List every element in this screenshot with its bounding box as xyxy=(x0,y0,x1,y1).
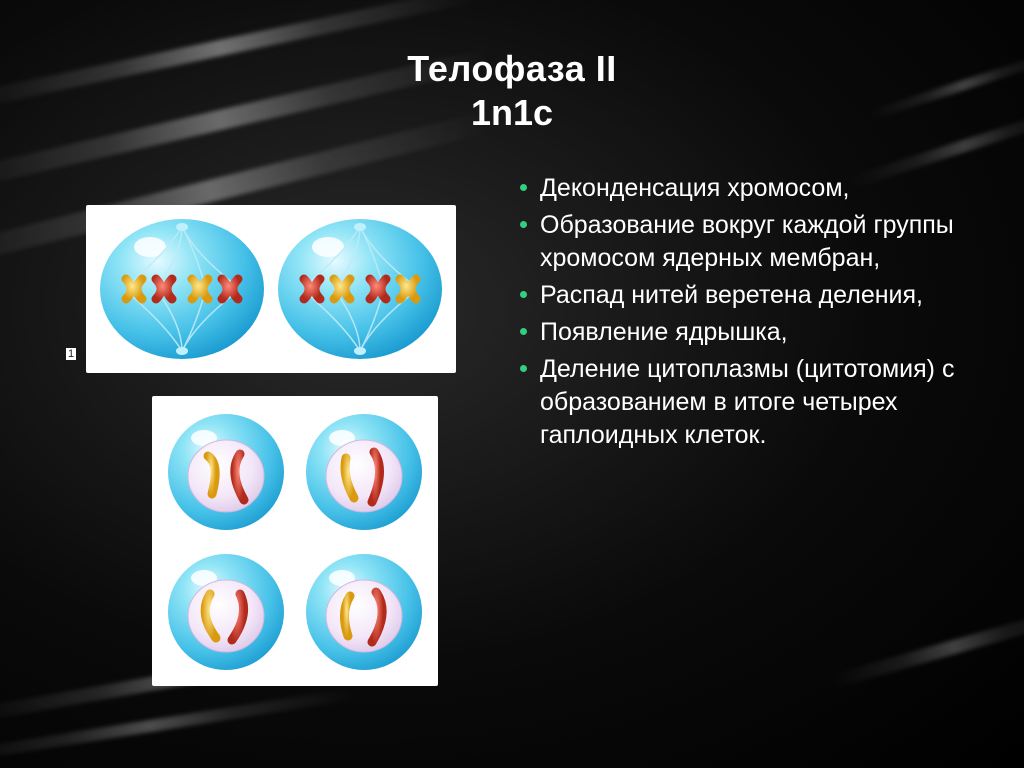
bullet-text: Распад нитей веретена деления, xyxy=(540,281,923,309)
title-sub: 1n1c xyxy=(0,92,1024,134)
bullet-list: Деконденсация хромосом, Образование вокр… xyxy=(520,172,990,456)
bullet-item: Деконденсация хромосом, xyxy=(520,172,990,205)
anaphase-cell xyxy=(96,213,268,365)
bullet-text: Появление ядрышка, xyxy=(540,318,788,346)
haploid-cell-svg xyxy=(302,548,426,676)
anaphase-cell-svg xyxy=(96,213,268,365)
title-main: Телофаза II xyxy=(0,48,1024,90)
bullet-text: Образование вокруг каждой группы хромосо… xyxy=(540,211,954,272)
bullet-text: Деконденсация хромосом, xyxy=(540,174,849,202)
haploid-cell xyxy=(302,548,426,676)
haploid-cell-svg xyxy=(302,408,426,536)
anaphase-cell-svg xyxy=(274,213,446,365)
haploid-cell xyxy=(164,548,288,676)
diagram-bottom-panel xyxy=(152,396,438,686)
bullet-text: Деление цитоплазмы (цитотомия) с образов… xyxy=(540,355,954,449)
bullet-item: Распад нитей веретена деления, xyxy=(520,279,990,312)
title-block: Телофаза II 1n1c xyxy=(0,48,1024,134)
bullet-item: Деление цитоплазмы (цитотомия) с образов… xyxy=(520,353,990,452)
anaphase-cell xyxy=(274,213,446,365)
bullet-item: Появление ядрышка, xyxy=(520,316,990,349)
haploid-cell xyxy=(302,408,426,536)
haploid-cell-svg xyxy=(164,408,288,536)
panel-index-label: 1 xyxy=(66,348,76,360)
bullet-item: Образование вокруг каждой группы хромосо… xyxy=(520,209,990,275)
haploid-cell-svg xyxy=(164,548,288,676)
diagram-top-panel xyxy=(86,205,456,373)
haploid-cell xyxy=(164,408,288,536)
